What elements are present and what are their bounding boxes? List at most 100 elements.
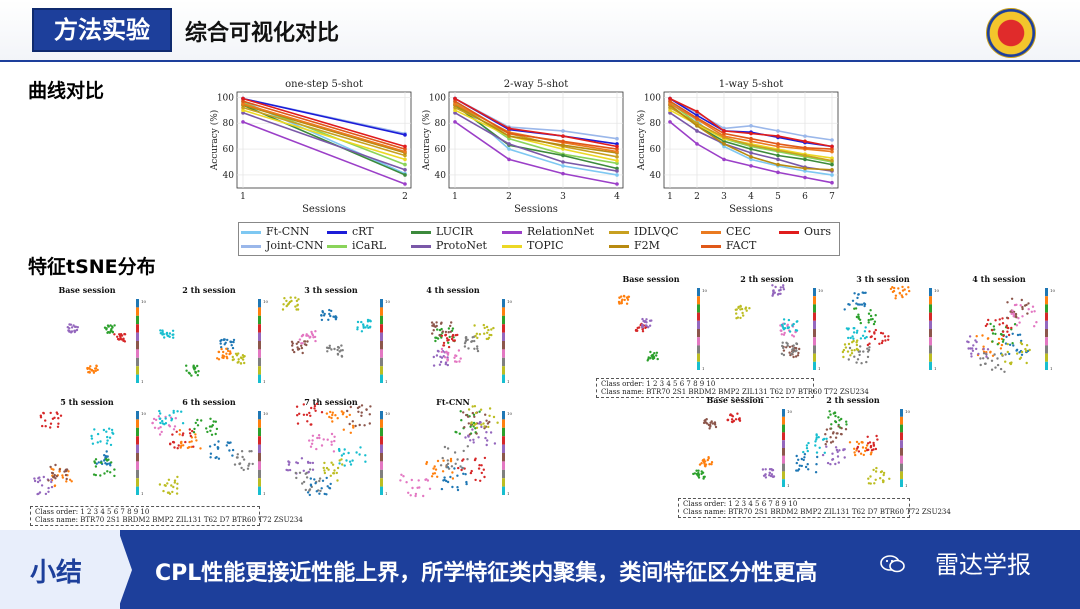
tsne-point <box>697 469 700 472</box>
tsne-point <box>193 368 196 371</box>
y-tick-label: 60 <box>650 145 662 155</box>
tsne-point <box>845 420 848 423</box>
colorbar-segment <box>929 296 932 305</box>
tsne-point <box>853 447 856 450</box>
tsne-point <box>814 440 817 443</box>
tsne-point <box>806 449 809 453</box>
tsne-point <box>854 453 857 457</box>
tsne-point <box>189 434 192 438</box>
colorbar-segment <box>136 374 139 383</box>
colorbar-segment <box>813 312 816 321</box>
tsne-point <box>364 460 367 463</box>
tsne-point <box>172 411 175 414</box>
tsne-point <box>451 477 455 480</box>
tsne-point <box>905 293 908 296</box>
tsne-point <box>214 420 217 423</box>
colorbar-segment <box>502 299 505 308</box>
tsne-point <box>454 334 457 337</box>
tsne-point <box>308 411 311 415</box>
colorbar-segment <box>380 411 383 420</box>
tsne-point <box>465 480 468 484</box>
tsne-point <box>1028 348 1031 352</box>
data-point-joint-cnn <box>722 126 726 131</box>
tsne-panel-title: Base session <box>622 274 679 284</box>
tsne-point <box>75 328 79 332</box>
tsne-point <box>440 327 443 331</box>
tsne-point <box>815 463 818 466</box>
tsne-point <box>848 441 852 444</box>
tsne-point <box>875 466 878 470</box>
tsne-point <box>741 311 744 315</box>
tsne-point <box>471 405 474 408</box>
tsne-point <box>700 472 703 476</box>
tsne-point <box>994 332 997 336</box>
tsne-panel-title: 4 th session <box>426 285 480 295</box>
tsne-point <box>41 424 44 428</box>
tsne-point <box>42 411 45 415</box>
tsne-point <box>300 344 303 347</box>
tsne-point <box>110 428 114 432</box>
tsne-point <box>315 490 318 493</box>
tsne-point <box>708 463 711 466</box>
tsne-point <box>739 316 742 320</box>
data-point-idlvqc <box>749 143 753 147</box>
tsne-point <box>334 318 338 321</box>
colorbar-segment <box>258 366 261 375</box>
tsne-point <box>106 435 109 439</box>
tsne-point <box>907 286 910 289</box>
tsne-point <box>424 478 427 481</box>
data-point-ours <box>830 144 834 149</box>
tsne-point <box>159 412 162 415</box>
tsne-point <box>856 339 859 342</box>
tsne-point <box>863 304 866 308</box>
tsne-point <box>867 321 870 324</box>
tsne-point <box>50 480 53 484</box>
tsne-point <box>439 464 443 467</box>
tsne-point <box>314 339 317 343</box>
tsne-point <box>815 436 818 439</box>
tsne-point <box>105 430 108 433</box>
legend-item: cRT <box>327 225 374 238</box>
colorbar-segment <box>697 337 700 346</box>
colorbar-segment <box>502 453 505 462</box>
tsne-point <box>782 333 786 336</box>
colorbar-segment <box>502 469 505 479</box>
colorbar-tick: 1 <box>385 491 388 496</box>
tsne-point <box>231 454 234 457</box>
tsne-point <box>422 494 425 498</box>
tsne-point <box>440 350 443 354</box>
tsne-point <box>192 364 195 367</box>
legend-label: RelationNet <box>527 225 595 238</box>
colorbar-tick: 1 <box>507 491 510 496</box>
colorbar-segment <box>782 424 785 433</box>
tsne-point <box>333 439 336 443</box>
tsne-point <box>311 468 315 471</box>
tsne-point <box>358 453 361 456</box>
tsne-point <box>296 422 300 425</box>
colorbar-segment <box>136 332 139 341</box>
colorbar-segment <box>697 320 700 329</box>
tsne-point <box>159 421 162 425</box>
tsne-point <box>238 462 241 465</box>
data-point-fact <box>695 116 699 120</box>
colorbar-segment <box>900 409 903 417</box>
tsne-point <box>709 425 712 428</box>
tsne-point <box>868 346 871 349</box>
colorbar-segment <box>929 361 932 370</box>
colorbar-segment <box>258 324 261 333</box>
tsne-point <box>780 323 784 326</box>
tsne-point <box>334 414 337 417</box>
section-badge: 方法实验 <box>32 8 172 52</box>
tsne-point <box>417 479 420 482</box>
colorbar-segment <box>929 337 932 346</box>
tsne-point <box>869 453 873 456</box>
data-point-ours <box>615 144 619 149</box>
tsne-point <box>305 334 308 337</box>
data-point-relationnet <box>453 120 457 124</box>
colorbar-segment <box>258 411 261 420</box>
tsne-point <box>230 344 233 347</box>
tsne-point <box>52 468 55 471</box>
legend-label: IDLVQC <box>634 225 679 238</box>
tsne-point <box>459 465 462 468</box>
tsne-point <box>848 346 852 350</box>
